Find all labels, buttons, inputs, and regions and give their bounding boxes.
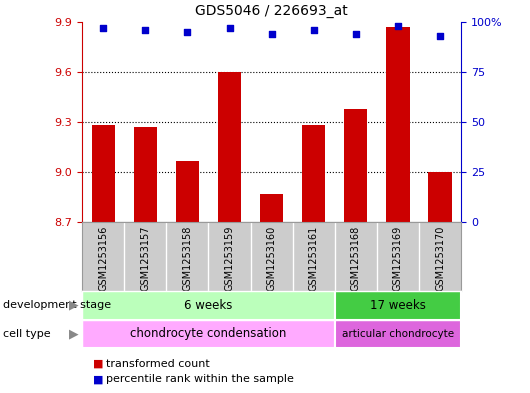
Text: GSM1253168: GSM1253168	[351, 226, 361, 291]
Text: GSM1253161: GSM1253161	[309, 226, 319, 291]
Bar	[134, 127, 157, 222]
Text: GSM1253159: GSM1253159	[225, 226, 234, 291]
Text: GSM1253158: GSM1253158	[182, 226, 192, 291]
Point	[141, 26, 149, 33]
Text: development stage: development stage	[3, 300, 111, 310]
Text: GSM1253169: GSM1253169	[393, 226, 403, 291]
Point	[310, 26, 318, 33]
Bar	[386, 27, 410, 222]
Bar	[218, 72, 241, 222]
Bar	[82, 291, 335, 320]
Text: 17 weeks: 17 weeks	[370, 299, 426, 312]
Text: cell type: cell type	[3, 329, 50, 339]
Point	[99, 24, 108, 31]
Bar	[335, 320, 461, 348]
Text: ▶: ▶	[69, 327, 79, 340]
Point	[225, 24, 234, 31]
Text: GSM1253170: GSM1253170	[435, 226, 445, 291]
Text: GSM1253160: GSM1253160	[267, 226, 277, 291]
Point	[436, 33, 444, 39]
Bar	[260, 194, 283, 222]
Point	[267, 31, 276, 37]
Point	[351, 31, 360, 37]
Text: GSM1253156: GSM1253156	[98, 226, 108, 291]
Text: transformed count: transformed count	[106, 358, 210, 369]
Title: GDS5046 / 226693_at: GDS5046 / 226693_at	[195, 4, 348, 18]
Text: ■: ■	[93, 358, 103, 369]
Bar	[302, 125, 325, 222]
Point	[394, 22, 402, 29]
Text: GSM1253157: GSM1253157	[140, 226, 151, 291]
Bar	[344, 108, 367, 222]
Text: percentile rank within the sample: percentile rank within the sample	[106, 374, 294, 384]
Bar	[335, 291, 461, 320]
Text: ▶: ▶	[69, 299, 79, 312]
Bar	[92, 125, 115, 222]
Bar	[428, 172, 452, 222]
Text: articular chondrocyte: articular chondrocyte	[342, 329, 454, 339]
Text: 6 weeks: 6 weeks	[184, 299, 233, 312]
Point	[183, 29, 192, 35]
Bar	[176, 160, 199, 222]
Bar	[82, 320, 335, 348]
Text: chondrocyte condensation: chondrocyte condensation	[130, 327, 287, 340]
Text: ■: ■	[93, 374, 103, 384]
